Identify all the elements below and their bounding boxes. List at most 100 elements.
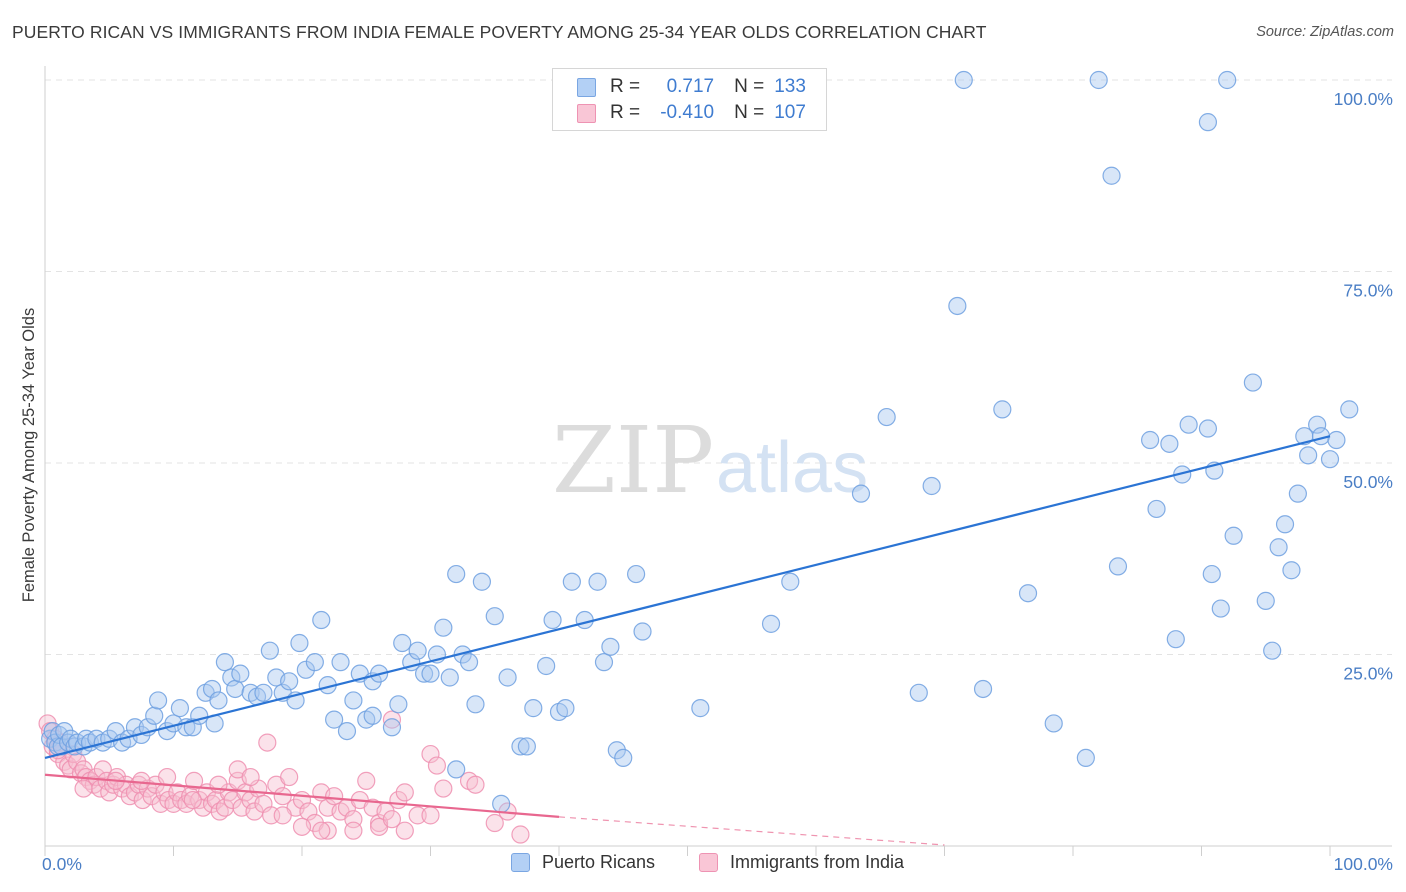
puerto-rican-point xyxy=(215,653,234,672)
puerto-rican-point xyxy=(209,691,228,710)
india-points xyxy=(38,710,530,844)
puerto-rican-point xyxy=(691,699,710,718)
puerto-rican-point xyxy=(1282,561,1301,580)
trend-lines xyxy=(44,435,1331,846)
y-tick-labels: 25.0% 50.0% 75.0% 100.0% xyxy=(1334,89,1393,684)
puerto-rican-point xyxy=(1327,430,1346,450)
india-point xyxy=(299,802,318,821)
india-point xyxy=(427,756,447,775)
india-point xyxy=(132,771,151,790)
puerto-rican-point xyxy=(1263,641,1282,660)
india-point xyxy=(408,806,427,825)
puerto-rican-point xyxy=(954,70,973,90)
puerto-rican-point xyxy=(1224,526,1243,545)
india-point xyxy=(434,779,453,798)
puerto-rican-point xyxy=(877,407,896,427)
puerto-rican-point xyxy=(1160,434,1179,453)
puerto-rican-point xyxy=(202,679,222,699)
puerto-rican-point xyxy=(1256,591,1275,610)
india-point xyxy=(485,813,504,833)
puerto-rican-point xyxy=(421,664,440,683)
puerto-rican-point xyxy=(170,699,190,718)
india-point xyxy=(466,775,485,794)
legend-label: Puerto Ricans xyxy=(542,852,656,872)
puerto-rican-point xyxy=(1198,419,1218,438)
puerto-rican-point xyxy=(363,706,382,725)
puerto-rican-point xyxy=(382,718,402,737)
puerto-rican-point xyxy=(226,679,245,699)
x-tick-labels: 0.0% 100.0% xyxy=(42,854,1393,874)
puerto-rican-point xyxy=(1320,450,1340,469)
india-point xyxy=(357,771,376,790)
puerto-rican-point xyxy=(1089,70,1108,90)
puerto-rican-point xyxy=(556,699,575,718)
watermark-zip: ZIP xyxy=(552,407,714,514)
india-point xyxy=(273,806,292,825)
india-point xyxy=(511,825,530,844)
india-point xyxy=(74,779,93,798)
puerto-rican-point xyxy=(459,653,479,672)
source-label: Source: ZipAtlas.com xyxy=(1256,24,1394,40)
gridlines xyxy=(45,79,1392,655)
puerto-rican-point xyxy=(1308,415,1327,434)
correlation-legend: R = 0.717 N = 133 R = -0.410 N = 107 xyxy=(552,68,827,131)
puerto-rican-point xyxy=(1299,446,1318,465)
puerto-rican-point xyxy=(1166,630,1185,649)
india-point xyxy=(280,767,299,787)
blue-swatch-icon xyxy=(511,853,530,872)
india-point xyxy=(292,817,312,836)
puerto-rican-point xyxy=(1179,415,1198,434)
india-point xyxy=(395,821,414,840)
puerto-rican-point xyxy=(614,748,633,768)
blue-swatch-icon xyxy=(577,77,596,97)
puerto-rican-points xyxy=(41,70,1359,813)
puerto-rican-point xyxy=(337,721,357,741)
india-point xyxy=(344,821,363,840)
puerto-rican-point xyxy=(325,710,344,729)
puerto-rican-point xyxy=(434,618,453,637)
india-point xyxy=(421,744,440,764)
puerto-rican-point xyxy=(543,610,562,630)
puerto-rican-point xyxy=(312,610,331,630)
puerto-rican-point xyxy=(231,664,250,683)
puerto-rican-point xyxy=(517,737,536,756)
legend-label: Immigrants from India xyxy=(730,852,905,872)
legend-r-value: -0.410 xyxy=(660,102,715,123)
puerto-rican-point xyxy=(575,610,594,630)
puerto-rican-point xyxy=(440,668,459,687)
puerto-rican-point xyxy=(1202,564,1221,584)
legend-item-puerto-ricans[interactable]: Puerto Ricans xyxy=(511,852,655,873)
india-point xyxy=(318,821,337,840)
puerto-rican-point xyxy=(1076,748,1095,768)
legend-n-value: 133 xyxy=(774,76,806,97)
x-tick-label: 100.0% xyxy=(1334,854,1393,874)
y-tick-label: 75.0% xyxy=(1343,281,1393,301)
puerto-rican-point xyxy=(393,633,412,653)
puerto-rican-point xyxy=(408,641,427,660)
india-point xyxy=(382,810,402,829)
puerto-rican-point xyxy=(148,691,168,710)
puerto-rican-point xyxy=(973,679,993,699)
puerto-rican-point xyxy=(524,699,543,718)
puerto-rican-point xyxy=(447,564,466,584)
puerto-rican-point xyxy=(1275,515,1295,534)
pink-swatch-icon xyxy=(577,103,596,123)
puerto-rican-point xyxy=(909,683,928,702)
india-point xyxy=(133,790,152,810)
puerto-rican-point xyxy=(1218,70,1237,90)
legend-row-puerto-ricans: R = 0.717 N = 133 xyxy=(577,74,806,100)
puerto-rican-point xyxy=(280,672,299,691)
puerto-rican-point xyxy=(1269,538,1288,557)
india-point xyxy=(209,775,228,794)
puerto-rican-point xyxy=(344,691,363,710)
watermark: ZIP atlas xyxy=(552,407,868,514)
puerto-rican-point xyxy=(537,656,556,676)
x-tick-label: 0.0% xyxy=(42,854,82,874)
puerto-rican-point xyxy=(1102,166,1121,185)
india-point xyxy=(273,787,292,806)
puerto-rican-point xyxy=(588,572,607,591)
puerto-rican-point xyxy=(1044,714,1063,733)
legend-item-india[interactable]: Immigrants from India xyxy=(699,852,904,873)
puerto-rican-point xyxy=(389,695,408,714)
